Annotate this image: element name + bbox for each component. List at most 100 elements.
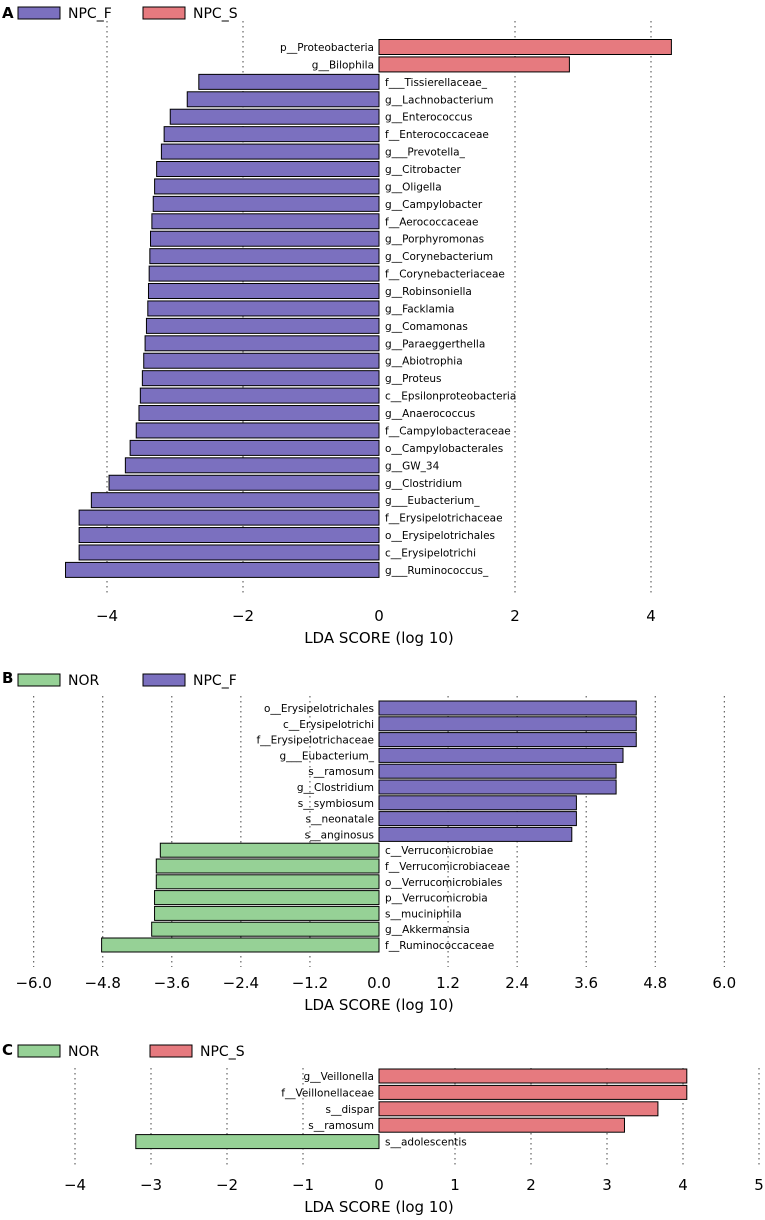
bar-g-clostridium (378, 779, 617, 795)
x-tick-label: −2 (232, 607, 254, 625)
taxon-label: s__ramosum (308, 766, 374, 778)
taxon-label: c__Verrucomicrobiae (385, 845, 493, 857)
legend-swatch-npc-s (142, 6, 186, 20)
x-tick-label: −4 (64, 1176, 86, 1194)
bar-o-campylobacterales (129, 439, 380, 456)
bar-s-ramosum (378, 1117, 625, 1133)
taxon-label: g___Eubacterium_ (385, 495, 480, 507)
taxon-label: f__Aerococcaceae (385, 216, 478, 228)
x-axis-label: LDA SCORE (log 10) (304, 629, 454, 647)
bar-f-enterococcaceae (163, 126, 380, 143)
x-tick-label: 2 (526, 1176, 536, 1194)
taxon-label: g___Eubacterium_ (279, 750, 374, 762)
x-tick-label: −3 (140, 1176, 162, 1194)
taxon-label: o__Verrucomicrobiales (385, 877, 502, 889)
taxon-label: o__Erysipelotrichales (385, 530, 495, 542)
taxon-label: f__Ruminococcaceae (385, 940, 494, 952)
x-tick-label: −4 (96, 607, 118, 625)
x-axis-label: LDA SCORE (log 10) (304, 1198, 454, 1216)
taxon-label: c__Erysipelotrichi (283, 719, 374, 731)
bar-f-ruminococcaceae (101, 937, 380, 953)
taxon-label: s__neonatale (305, 814, 374, 826)
taxon-label: s__dispar (326, 1104, 375, 1116)
taxon-label: g___Ruminococcus_ (385, 565, 489, 577)
x-tick-label: 0 (374, 1176, 384, 1194)
bar-g-bilophila (378, 56, 570, 73)
taxon-label: g__Oligella (385, 181, 442, 193)
bar-g-comamonas (145, 317, 380, 334)
bar-g-corynebacterium (149, 248, 380, 265)
x-tick-label: −2.4 (223, 974, 259, 992)
bar-c-erysipelotrichi (378, 716, 637, 732)
taxon-label: g__Abiotrophia (385, 356, 463, 368)
bar-g-eubacterium (90, 492, 380, 509)
taxon-label: s__anginosus (305, 829, 374, 841)
taxon-label: c__Epsilonproteobacteria (385, 391, 516, 403)
bar-o-verrucomicrobiales (155, 874, 380, 890)
bar-o-erysipelotrichales (78, 527, 380, 544)
bar-c-epsilonproteobacteria (139, 387, 380, 404)
panel-letter: C (2, 1041, 13, 1059)
x-tick-label: −3.6 (154, 974, 190, 992)
x-tick-label: 1 (450, 1176, 460, 1194)
bar-s-dispar (378, 1101, 659, 1117)
panel-letter: A (2, 4, 14, 22)
bar-f-erysipelotrichaceae (78, 509, 380, 526)
taxon-label: g__Clostridium (297, 782, 374, 794)
taxon-label: f__Enterococcaceae (385, 129, 489, 141)
taxon-label: g__Comamonas (385, 321, 468, 333)
bar-p-verrucomicrobia (154, 890, 380, 906)
bar-g-akkermansia (151, 921, 380, 937)
taxon-label: g___Prevotella_ (385, 147, 466, 159)
bar-g-clostridium (108, 474, 380, 491)
x-tick-label: 5 (754, 1176, 764, 1194)
bar-f-erysipelotrichaceae (378, 732, 637, 748)
panel-b: B NOR NPC_F o__Erysipelotrichales c__Erysipe… (2, 669, 736, 1014)
legend-swatch-npc-s (149, 1044, 193, 1058)
bar-f-verrucomicrobiaceae (155, 858, 380, 874)
bar-f-corynebacteriaceae (148, 265, 380, 282)
taxon-label: g__Paraeggerthella (385, 338, 485, 350)
legend-label: NOR (68, 1044, 99, 1060)
x-tick-label: 0.0 (367, 974, 391, 992)
legend-label: NPC_S (200, 1044, 245, 1060)
legend-swatch-nor (17, 1044, 61, 1058)
taxon-label: f__Veillonellaceae (281, 1087, 374, 1099)
panel-a: A NPC_F NPC_S p__Proteobacteria g__Bilophila… (2, 4, 672, 647)
legend-label: NOR (68, 673, 99, 689)
bar-c-verrucomicrobiae (159, 842, 380, 858)
x-tick-label: 6.0 (712, 974, 736, 992)
taxon-label: f__Erysipelotrichaceae (385, 513, 503, 525)
bar-f-veillonellaceae (378, 1084, 688, 1100)
bar-g-campylobacter (152, 195, 380, 212)
taxon-label: g__Akkermansia (385, 924, 470, 936)
taxon-label: c__Erysipelotrichi (385, 547, 476, 559)
taxon-label: f__Campylobacteraceae (385, 425, 511, 437)
x-tick-label: 1.2 (436, 974, 460, 992)
x-tick-label: 4.8 (643, 974, 667, 992)
bar-s-symbiosum (378, 795, 577, 811)
bar-f-campylobacteraceae (135, 422, 380, 439)
legend-label: NPC_F (68, 6, 112, 22)
x-tick-label: −6.0 (15, 974, 51, 992)
taxon-label: g__GW_34 (385, 460, 440, 472)
bar-g-veillonella (378, 1068, 688, 1084)
bar-g-robinsoniella (147, 283, 380, 300)
bar-g-abiotrophia (143, 352, 380, 369)
panel-letter: B (2, 669, 13, 687)
x-tick-label: 3.6 (574, 974, 598, 992)
taxon-label: p__Verrucomicrobia (385, 893, 488, 905)
legend-label: NPC_S (193, 6, 238, 22)
taxon-label: f___Tissierellaceae_ (385, 77, 488, 89)
x-tick-label: 4 (678, 1176, 688, 1194)
taxon-label: g__Enterococcus (385, 112, 472, 124)
taxon-label: g__Corynebacterium (385, 251, 493, 263)
x-tick-label: −2 (216, 1176, 238, 1194)
taxon-label: f__Erysipelotrichaceae (256, 735, 374, 747)
legend-swatch-npc-f (17, 6, 61, 20)
legend-swatch-nor (17, 673, 61, 687)
bar-g-porphyromonas (150, 230, 380, 247)
bar-g-lachnobacterium (186, 91, 380, 108)
taxon-label: o__Campylobacterales (385, 443, 503, 455)
